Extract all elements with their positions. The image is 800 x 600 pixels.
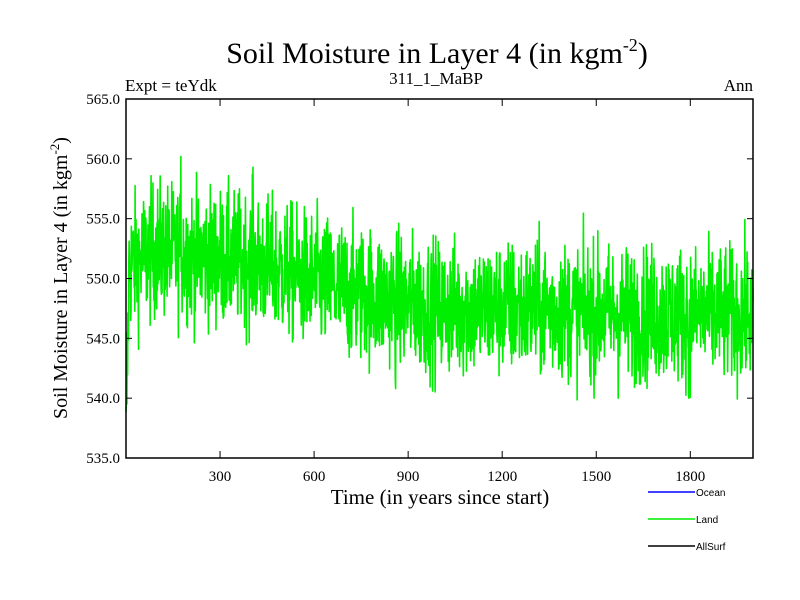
y-tick-label: 560.0	[86, 152, 120, 168]
series-line-land	[125, 155, 754, 412]
x-tick-label: 600	[303, 469, 326, 485]
subtitle-right: Ann	[724, 76, 754, 95]
x-axis-label: Time (in years since start)	[331, 485, 550, 509]
y-axis: 535.0 540.0 545.0 550.0 555.0 560.0 565.0	[86, 92, 753, 467]
x-tick-label: 1500	[581, 469, 611, 485]
y-tick-label: 540.0	[86, 391, 120, 407]
y-tick-label: 545.0	[86, 331, 120, 347]
legend-label-ocean: Ocean	[696, 488, 725, 499]
chart-title: Soil Moisture in Layer 4 (in kgm-2)	[226, 35, 648, 70]
x-tick-label: 900	[397, 469, 420, 485]
legend: Ocean Land AllSurf	[648, 488, 726, 553]
y-tick-label: 565.0	[86, 92, 120, 108]
y-tick-label: 535.0	[86, 451, 120, 467]
subtitle-left: Expt = teYdk	[125, 76, 217, 95]
x-tick-label: 300	[209, 469, 232, 485]
x-tick-label: 1200	[487, 469, 517, 485]
plot-area	[125, 155, 754, 412]
y-tick-label: 550.0	[86, 272, 120, 288]
y-tick-label: 555.0	[86, 212, 120, 228]
legend-label-allsurf: AllSurf	[696, 542, 726, 553]
x-axis: 300 600 900 1200 1500 1800	[209, 99, 705, 485]
legend-label-land: Land	[696, 515, 718, 526]
subtitle-center: 311_1_MaBP	[389, 69, 483, 88]
x-tick-label: 1800	[675, 469, 705, 485]
y-axis-label: Soil Moisture in Layer 4 (in kgm-2)	[47, 137, 72, 419]
